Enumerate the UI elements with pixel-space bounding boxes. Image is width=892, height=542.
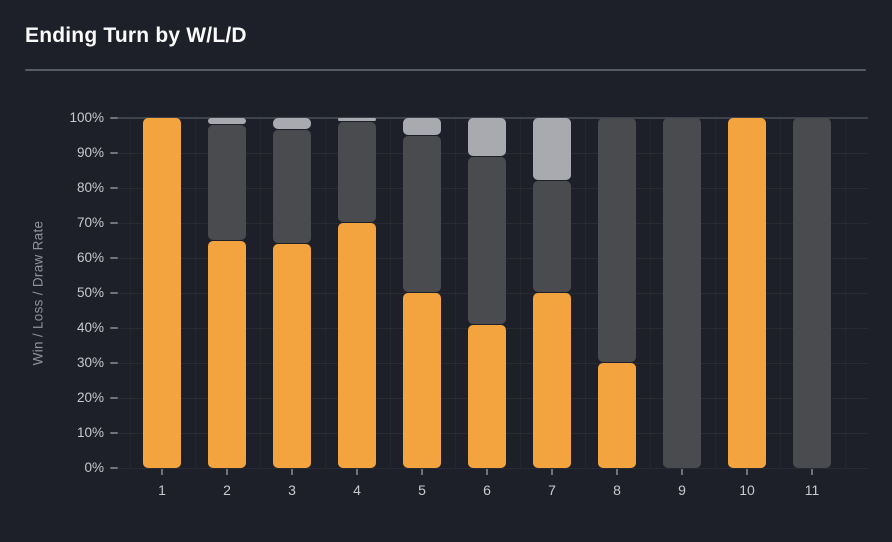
y-tick-mark xyxy=(110,187,118,189)
y-tick-mark xyxy=(110,397,118,399)
gridline-v xyxy=(390,118,391,468)
bar-segment-win[interactable] xyxy=(143,118,181,468)
y-tick-mark xyxy=(110,292,118,294)
x-tick-label: 6 xyxy=(483,482,491,498)
bar-segment-win[interactable] xyxy=(208,240,246,468)
y-tick-label: 60% xyxy=(76,250,104,265)
x-tick-mark xyxy=(161,469,163,475)
bar-segment-draw[interactable] xyxy=(208,118,246,124)
x-tick-label: 8 xyxy=(613,482,621,498)
bar-group xyxy=(598,118,636,468)
y-tick-mark xyxy=(110,117,118,119)
x-tick-mark xyxy=(226,469,228,475)
x-tick-label: 2 xyxy=(223,482,231,498)
y-tick-label: 90% xyxy=(76,145,104,160)
gridline-v xyxy=(260,118,261,468)
x-tick-label: 10 xyxy=(739,482,755,498)
bar-group xyxy=(403,118,441,468)
bar-group xyxy=(793,118,831,468)
gridline-v xyxy=(585,118,586,468)
plot-area xyxy=(118,117,868,469)
x-tick-mark xyxy=(291,469,293,475)
y-tick-label: 0% xyxy=(84,460,104,475)
bar-group xyxy=(338,118,376,468)
x-tick-mark xyxy=(616,469,618,475)
gridline-v xyxy=(130,118,131,468)
y-tick-label: 80% xyxy=(76,180,104,195)
bar-segment-win[interactable] xyxy=(468,324,506,468)
x-tick-mark xyxy=(421,469,423,475)
gridline-v xyxy=(650,118,651,468)
x-tick-mark xyxy=(356,469,358,475)
gridline-v xyxy=(520,118,521,468)
bar-group xyxy=(728,118,766,468)
x-tick-label: 11 xyxy=(804,482,820,498)
x-tick-label: 1 xyxy=(158,482,166,498)
bar-segment-draw[interactable] xyxy=(403,118,441,135)
y-tick-mark xyxy=(110,152,118,154)
bar-segment-win[interactable] xyxy=(533,293,571,468)
y-tick-label: 100% xyxy=(69,110,104,125)
bar-segment-loss[interactable] xyxy=(533,181,571,292)
bar-segment-loss[interactable] xyxy=(468,156,506,324)
bar-segment-win[interactable] xyxy=(728,118,766,468)
bar-group xyxy=(273,118,311,468)
x-tick-label: 4 xyxy=(353,482,361,498)
y-tick-label: 40% xyxy=(76,320,104,335)
bar-segment-draw[interactable] xyxy=(533,118,571,180)
page-title: Ending Turn by W/L/D xyxy=(25,24,247,47)
bar-segment-draw[interactable] xyxy=(338,118,376,121)
bar-group xyxy=(663,118,701,468)
bar-segment-win[interactable] xyxy=(598,363,636,468)
gridline-v xyxy=(780,118,781,468)
x-tick-mark xyxy=(551,469,553,475)
gridline-h xyxy=(118,467,868,469)
bar-segment-win[interactable] xyxy=(273,244,311,468)
y-tick-label: 70% xyxy=(76,215,104,230)
bar-segment-win[interactable] xyxy=(338,223,376,468)
gridline-v xyxy=(325,118,326,468)
bar-group xyxy=(143,118,181,468)
bar-segment-win[interactable] xyxy=(403,293,441,468)
y-tick-label: 20% xyxy=(76,390,104,405)
bar-segment-loss[interactable] xyxy=(338,121,376,222)
x-tick-label: 3 xyxy=(288,482,296,498)
bar-segment-loss[interactable] xyxy=(663,118,701,468)
x-tick-mark xyxy=(746,469,748,475)
title-divider xyxy=(25,69,866,71)
y-tick-mark xyxy=(110,257,118,259)
y-tick-mark xyxy=(110,222,118,224)
gridline-v xyxy=(195,118,196,468)
x-tick-label: 5 xyxy=(418,482,426,498)
x-tick-mark xyxy=(681,469,683,475)
y-tick-label: 10% xyxy=(76,425,104,440)
y-tick-mark xyxy=(110,467,118,469)
bar-group xyxy=(468,118,506,468)
y-tick-mark xyxy=(110,432,118,434)
y-tick-label: 30% xyxy=(76,355,104,370)
x-tick-mark xyxy=(811,469,813,475)
y-tick-label: 50% xyxy=(76,285,104,300)
y-tick-mark xyxy=(110,327,118,329)
x-tick-label: 7 xyxy=(548,482,556,498)
y-tick-mark xyxy=(110,362,118,364)
x-tick-label: 9 xyxy=(678,482,686,498)
gridline-v xyxy=(455,118,456,468)
bar-segment-loss[interactable] xyxy=(793,118,831,468)
gridline-v xyxy=(845,118,846,468)
bar-group xyxy=(533,118,571,468)
bar-segment-loss[interactable] xyxy=(598,118,636,362)
bar-segment-loss[interactable] xyxy=(208,125,246,240)
bar-segment-loss[interactable] xyxy=(273,130,311,243)
bar-segment-draw[interactable] xyxy=(468,118,506,156)
bar-segment-draw[interactable] xyxy=(273,118,311,130)
bar-group xyxy=(208,118,246,468)
bar-segment-loss[interactable] xyxy=(403,135,441,292)
x-tick-mark xyxy=(486,469,488,475)
gridline-v xyxy=(715,118,716,468)
